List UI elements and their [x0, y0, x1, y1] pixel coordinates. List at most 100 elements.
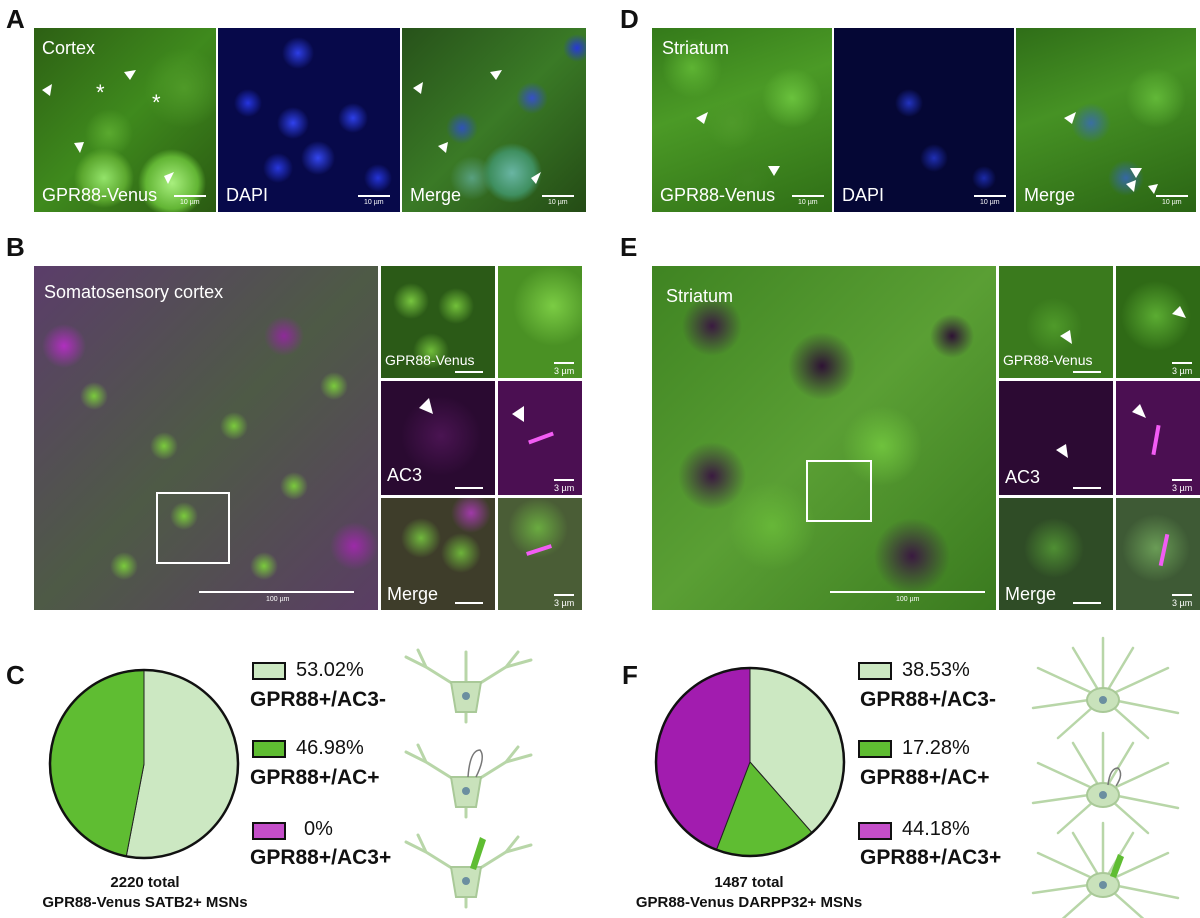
legend-percent: 38.53% — [902, 659, 970, 681]
scale-bar — [554, 362, 574, 364]
panel-letter-f: F — [622, 660, 638, 690]
scale-label: 3 µm — [554, 598, 575, 608]
scale-label: 10 µm — [180, 199, 200, 206]
micrograph-a-dapi: DAPI 10 µm — [218, 28, 400, 212]
neuron-icon — [404, 648, 533, 724]
legend-category: GPR88+/AC3- — [860, 688, 996, 711]
micrograph-e-overview: Striatum 100 µm — [652, 266, 996, 610]
scale-bar — [455, 487, 483, 489]
neuron-icons-f — [1031, 636, 1180, 918]
scale-bar — [792, 195, 824, 197]
zoom-e-ac3: 3 µm — [1116, 381, 1200, 495]
scale-label: 3 µm — [1172, 598, 1193, 608]
scale-bar — [830, 591, 985, 593]
scale-bar — [455, 602, 483, 604]
scale-bar — [554, 594, 574, 596]
chart-population-f: GPR88-Venus DARPP32+ MSNs — [635, 894, 863, 911]
pie-outline — [48, 668, 240, 860]
scale-bar — [199, 591, 354, 593]
channel-label: Merge — [1024, 185, 1076, 205]
legend-category: GPR88+/AC3+ — [250, 846, 392, 869]
scale-label: 3 µm — [1172, 366, 1193, 376]
channel-label: Merge — [410, 185, 462, 205]
pie-chart-f — [654, 666, 846, 858]
legend-category: GPR88+/AC+ — [250, 766, 380, 789]
channel-label: GPR88-Venus — [385, 352, 475, 368]
chart-total-c: 2220 total — [110, 874, 180, 891]
panel-letter-a: A — [6, 4, 25, 34]
neuron-icon — [1031, 821, 1180, 918]
chart-population-c: GPR88-Venus SATB2+ MSNs — [42, 894, 248, 911]
zoom-b-merge: 3 µm — [498, 498, 582, 610]
zoom-region-box — [806, 460, 872, 522]
chart-total-f: 1487 total — [714, 874, 784, 891]
micrograph-a-venus: Cortex GPR88-Venus 10 µm — [34, 28, 216, 212]
legend-percent: 0% — [304, 818, 333, 840]
inset-e-venus: GPR88-Venus — [999, 266, 1113, 378]
inset-b-venus: GPR88-Venus — [381, 266, 495, 378]
micrograph-a-merge: Merge 10 µm — [402, 28, 586, 212]
scale-label: 3 µm — [554, 366, 575, 376]
channel-label: GPR88-Venus — [660, 185, 776, 205]
pie-chart-c — [48, 668, 240, 860]
legend-swatch — [858, 740, 892, 758]
micrograph-d-merge: Merge 10 µm — [1016, 28, 1196, 212]
scale-label: 3 µm — [554, 483, 575, 493]
channel-label: AC3 — [1005, 467, 1041, 487]
scale-bar — [1156, 195, 1188, 197]
scale-bar — [554, 479, 574, 481]
scale-label: 10 µm — [548, 199, 568, 206]
scale-label: 10 µm — [364, 199, 384, 206]
region-label: Somatosensory cortex — [44, 282, 224, 302]
channel-label: GPR88-Venus — [42, 185, 158, 205]
scale-label: 10 µm — [980, 199, 1000, 206]
channel-label: Merge — [1005, 584, 1057, 604]
zoom-region-box — [156, 492, 230, 564]
scale-bar — [174, 195, 206, 197]
scale-bar — [974, 195, 1006, 197]
zoom-b-venus: 3 µm — [498, 266, 582, 378]
legend-category: GPR88+/AC+ — [860, 766, 990, 789]
neuron-icons-c — [404, 648, 533, 909]
zoom-e-merge: 3 µm — [1116, 498, 1200, 610]
micrograph-b-overview: Somatosensory cortex 100 µm — [34, 266, 378, 610]
legend-category: GPR88+/AC3- — [250, 688, 386, 711]
scale-bar — [455, 371, 483, 373]
scale-bar — [358, 195, 390, 197]
scale-label: 10 µm — [1162, 199, 1182, 206]
region-label: Cortex — [42, 38, 96, 58]
scale-bar — [1073, 487, 1101, 489]
channel-label: DAPI — [226, 185, 269, 205]
channel-label: DAPI — [842, 185, 885, 205]
legend-swatch — [858, 822, 892, 840]
inset-e-ac3: AC3 — [999, 381, 1113, 495]
scale-bar — [1073, 371, 1101, 373]
panel-letter-d: D — [620, 4, 639, 34]
channel-label: Merge — [387, 584, 439, 604]
legend-swatch — [252, 822, 286, 840]
inset-e-merge: Merge — [999, 498, 1113, 610]
pie-outline — [654, 666, 846, 858]
legend-percent: 44.18% — [902, 818, 970, 840]
cilium-mark — [1158, 533, 1170, 567]
micrograph-d-dapi: DAPI 10 µm — [834, 28, 1014, 212]
scale-bar — [1073, 602, 1101, 604]
scale-label: 10 µm — [798, 199, 818, 206]
zoom-b-ac3: 3 µm — [498, 381, 582, 495]
zoom-e-venus: 3 µm — [1116, 266, 1200, 378]
neuron-icon — [1031, 636, 1180, 740]
scale-bar — [542, 195, 574, 197]
legend-swatch — [858, 662, 892, 680]
scale-bar — [1172, 362, 1192, 364]
cilium-mark — [526, 544, 552, 556]
inset-b-ac3: AC3 — [381, 381, 495, 495]
pie-slice-gpr88-ac- — [49, 669, 145, 857]
region-label: Striatum — [666, 286, 734, 306]
legend-swatch — [252, 662, 286, 680]
scale-label: 100 µm — [896, 596, 920, 603]
scale-bar — [1172, 594, 1192, 596]
scale-label: 100 µm — [266, 596, 290, 603]
scale-bar — [1172, 479, 1192, 481]
micrograph-d-venus: Striatum GPR88-Venus 10 µm — [652, 28, 832, 212]
panel-letter-b: B — [6, 232, 25, 262]
